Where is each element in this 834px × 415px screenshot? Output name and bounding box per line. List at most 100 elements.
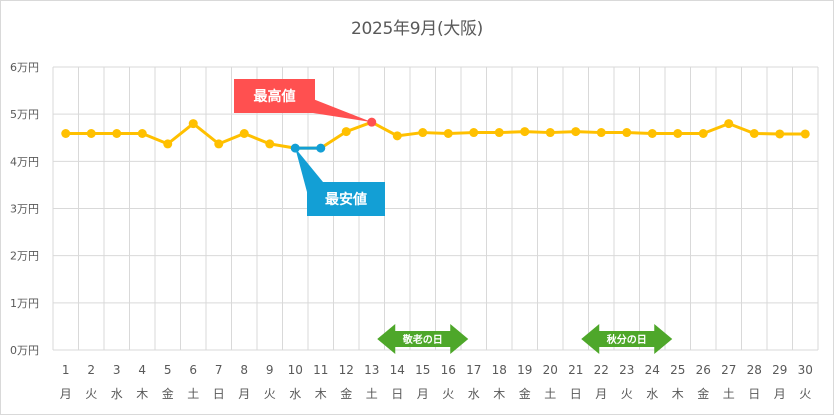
grid [52, 66, 819, 351]
x-tick-weekday: 月 [774, 387, 786, 401]
data-point [494, 128, 504, 138]
data-point [571, 127, 581, 137]
x-tick-day: 11 [313, 363, 328, 377]
x-tick-weekday: 火 [85, 387, 97, 401]
x-tick-day: 30 [798, 363, 813, 377]
data-point [86, 129, 96, 139]
x-tick-weekday: 水 [468, 387, 480, 401]
holiday-arrow [377, 324, 469, 354]
x-tick-day: 17 [466, 363, 481, 377]
x-tick-weekday: 土 [723, 387, 735, 401]
y-tick-label: 0万円 [10, 344, 39, 357]
x-tick-weekday: 月 [238, 387, 250, 401]
y-tick-label: 4万円 [10, 155, 39, 168]
data-point [137, 129, 147, 139]
x-tick-day: 25 [670, 363, 685, 377]
x-tick-day: 5 [164, 363, 172, 377]
data-point [367, 117, 377, 127]
x-tick-weekday: 月 [60, 387, 72, 401]
x-tick-day: 28 [747, 363, 762, 377]
chart-title: 2025年9月(大阪) [350, 19, 484, 39]
max-callout-box [234, 79, 315, 113]
x-tick-weekday: 日 [570, 387, 582, 401]
data-point [392, 131, 402, 141]
x-tick-day: 18 [492, 363, 507, 377]
data-point [749, 129, 759, 139]
data-point [698, 129, 708, 139]
data-point [800, 129, 810, 139]
x-tick-day: 9 [266, 363, 274, 377]
x-tick-day: 15 [415, 363, 430, 377]
data-point [61, 129, 71, 139]
x-tick-day: 7 [215, 363, 223, 377]
x-tick-day: 12 [339, 363, 354, 377]
x-tick-weekday: 水 [646, 387, 658, 401]
x-tick-weekday: 土 [366, 387, 378, 401]
x-tick-day: 14 [390, 363, 405, 377]
y-tick-label: 5万円 [10, 108, 39, 121]
data-point [775, 129, 785, 139]
holiday-markers: 敬老の日 秋分の日 [377, 324, 673, 354]
max-callout-label: 最高値 [254, 88, 296, 105]
data-point [724, 119, 734, 129]
x-tick-day: 4 [138, 363, 146, 377]
data-point [290, 143, 300, 153]
y-tick-label: 6万円 [10, 61, 39, 74]
holiday-arrow [581, 324, 673, 354]
min-callout-label: 最安値 [325, 191, 367, 208]
x-tick-day: 21 [568, 363, 583, 377]
x-tick-day: 1 [62, 363, 70, 377]
x-axis-ticks: 1月2火3水4木5金6土7日8月9火10水11木12金13土14日15月16火1… [60, 363, 813, 401]
data-point [163, 139, 173, 149]
x-tick-day: 20 [543, 363, 558, 377]
max-callout-pointer [313, 99, 372, 123]
min-callout-pointer [295, 148, 323, 192]
x-tick-day: 27 [721, 363, 736, 377]
data-point [647, 129, 657, 139]
x-tick-weekday: 日 [391, 387, 403, 401]
x-tick-day: 22 [594, 363, 609, 377]
x-tick-weekday: 木 [672, 387, 684, 401]
data-point [214, 139, 224, 149]
x-tick-day: 29 [772, 363, 787, 377]
y-tick-label: 2万円 [10, 250, 39, 263]
x-tick-weekday: 木 [136, 387, 148, 401]
x-tick-weekday: 火 [799, 387, 811, 401]
data-point [418, 128, 428, 138]
x-tick-day: 8 [240, 363, 248, 377]
x-tick-weekday: 土 [187, 387, 199, 401]
x-tick-day: 23 [619, 363, 634, 377]
x-tick-weekday: 金 [519, 386, 531, 401]
x-tick-day: 13 [364, 363, 379, 377]
x-tick-day: 26 [696, 363, 711, 377]
x-tick-weekday: 火 [442, 387, 454, 401]
data-point [341, 127, 351, 137]
x-tick-weekday: 水 [289, 387, 301, 401]
data-point [443, 129, 453, 139]
x-tick-weekday: 月 [417, 387, 429, 401]
data-point [316, 143, 326, 153]
x-tick-weekday: 日 [213, 387, 225, 401]
data-point [188, 119, 198, 129]
x-tick-day: 19 [517, 363, 532, 377]
x-tick-day: 2 [87, 363, 95, 377]
x-tick-weekday: 水 [111, 387, 123, 401]
x-tick-weekday: 月 [595, 387, 607, 401]
data-point [622, 128, 632, 138]
y-axis-ticks: 0万円 1万円 2万円 3万円 4万円 5万円 6万円 [10, 61, 39, 357]
data-point [112, 129, 122, 139]
holiday-label: 敬老の日 [402, 333, 443, 346]
series-line [61, 117, 810, 153]
x-tick-weekday: 火 [264, 387, 276, 401]
x-tick-weekday: 木 [315, 387, 327, 401]
data-point [239, 129, 249, 139]
data-point [673, 129, 683, 139]
data-point [545, 128, 555, 138]
holiday-label: 秋分の日 [607, 333, 647, 346]
x-tick-day: 6 [189, 363, 197, 377]
min-callout-box [307, 182, 385, 216]
data-point [469, 128, 479, 138]
x-tick-weekday: 金 [340, 386, 352, 401]
